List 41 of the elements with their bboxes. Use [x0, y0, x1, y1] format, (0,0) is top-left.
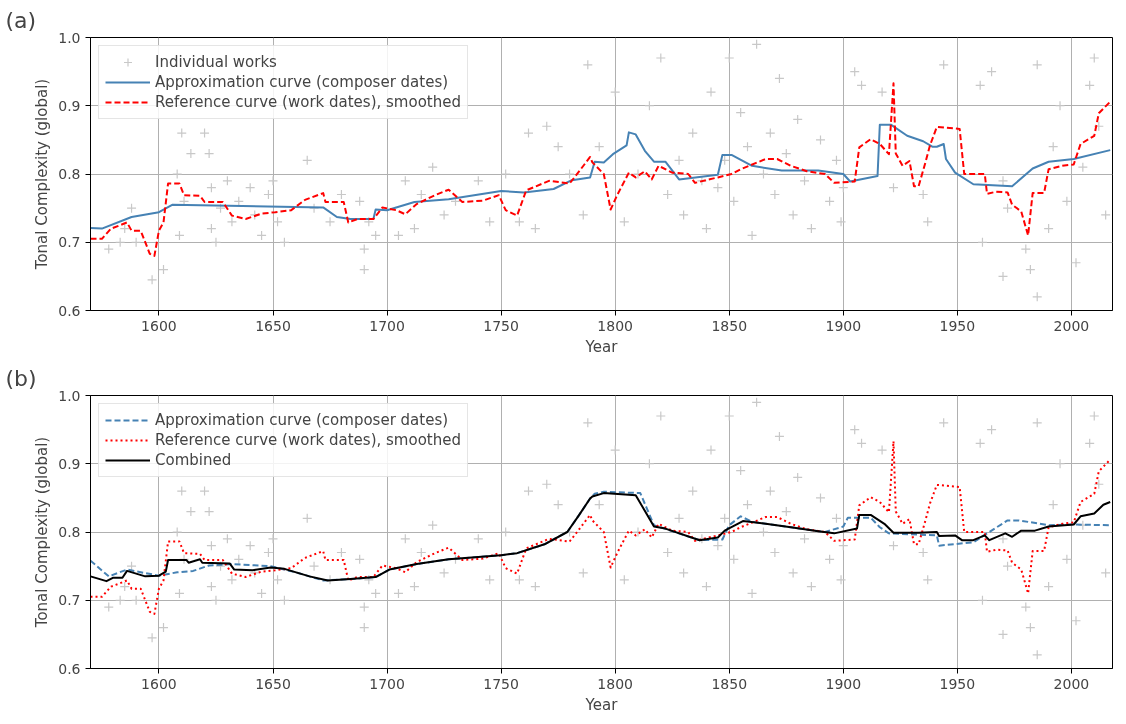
text: (b)	[5, 365, 37, 391]
x-axis-title: Year	[584, 695, 619, 714]
legend-label: Approximation curve (composer dates)	[155, 411, 449, 429]
x-tick-label: 1950	[939, 317, 976, 334]
x-tick-label: 1700	[369, 675, 405, 692]
x-tick-label: 1800	[597, 317, 634, 334]
legend-label: Reference curve (work dates), smoothed	[155, 431, 461, 449]
x-tick-label: 1950	[939, 675, 976, 692]
y-tick-label: 0.8	[58, 166, 81, 182]
x-tick-label: 1650	[255, 317, 291, 334]
y-tick-label: 1.0	[58, 387, 81, 404]
x-tick-label: 1700	[369, 317, 405, 334]
x-tick-label: 1900	[825, 317, 862, 334]
y-tick-label: 0.8	[58, 524, 81, 540]
y-axis-title: Tonal Complexity (global)	[33, 436, 52, 629]
x-tick-label: 1750	[483, 317, 519, 334]
line-series	[90, 123, 1112, 230]
y-tick-label: 0.7	[58, 234, 81, 251]
legend-label: Individual works	[155, 53, 277, 71]
y-tick-label: 0.6	[58, 302, 81, 319]
x-tick-label: 2000	[1053, 675, 1090, 692]
x-tick-label: 1600	[141, 675, 177, 692]
text: (a)	[5, 7, 37, 33]
y-tick-label: 1.0	[58, 29, 81, 46]
x-tick-label: 1650	[255, 675, 291, 692]
x-tick-label: 1850	[711, 675, 748, 692]
x-tick-label: 1850	[711, 317, 748, 334]
y-tick-label: 0.9	[58, 455, 81, 472]
y-axis-title: Tonal Complexity (global)	[33, 78, 52, 271]
x-tick-label: 1800	[597, 675, 634, 692]
legend-label: Reference curve (work dates), smoothed	[155, 93, 461, 111]
legend-label: Combined	[155, 451, 232, 469]
x-axis-title: Year	[584, 337, 619, 356]
x-tick-label: 1600	[141, 317, 177, 334]
x-tick-label: 1750	[483, 675, 519, 692]
y-tick-label: 0.6	[58, 660, 81, 677]
y-tick-label: 0.9	[58, 97, 81, 114]
x-tick-label: 1900	[825, 675, 862, 692]
x-tick-label: 2000	[1053, 317, 1090, 334]
legend-label: Approximation curve (composer dates)	[155, 73, 449, 91]
y-tick-label: 0.7	[58, 592, 81, 609]
